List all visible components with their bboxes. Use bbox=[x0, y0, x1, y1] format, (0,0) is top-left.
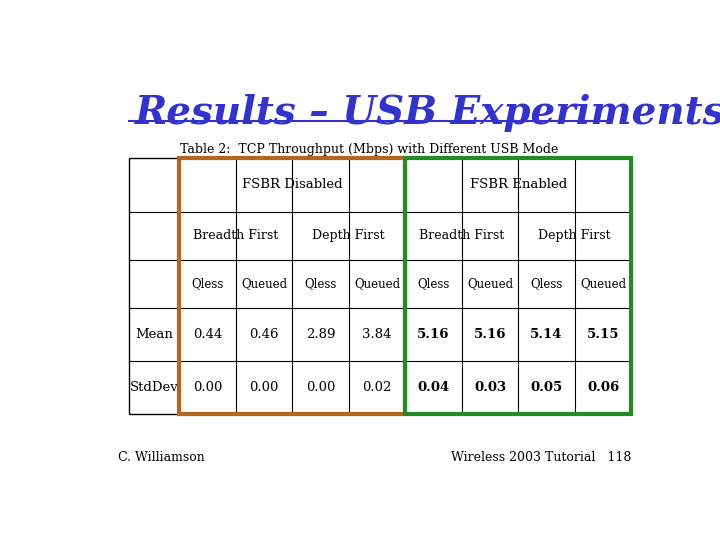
Text: 0.46: 0.46 bbox=[249, 328, 279, 341]
Text: 5.14: 5.14 bbox=[530, 328, 563, 341]
Bar bbox=[179, 158, 405, 414]
Text: 2.89: 2.89 bbox=[306, 328, 336, 341]
Text: Queued: Queued bbox=[580, 277, 626, 290]
Text: 0.00: 0.00 bbox=[249, 381, 279, 394]
Text: 0.44: 0.44 bbox=[193, 328, 222, 341]
Text: 0.00: 0.00 bbox=[193, 381, 222, 394]
Text: 0.03: 0.03 bbox=[474, 381, 506, 394]
Text: Results – USB Experiments: Results – USB Experiments bbox=[135, 94, 720, 132]
Text: Qless: Qless bbox=[418, 277, 450, 290]
Text: Breadth First: Breadth First bbox=[419, 229, 505, 242]
Text: 0.00: 0.00 bbox=[306, 381, 336, 394]
Text: C. Williamson: C. Williamson bbox=[118, 451, 204, 464]
Text: Queued: Queued bbox=[241, 277, 287, 290]
Text: 0.06: 0.06 bbox=[587, 381, 619, 394]
Text: 5.16: 5.16 bbox=[418, 328, 450, 341]
Text: Breadth First: Breadth First bbox=[193, 229, 279, 242]
Text: Qless: Qless bbox=[531, 277, 563, 290]
Text: Queued: Queued bbox=[354, 277, 400, 290]
Text: 0.05: 0.05 bbox=[531, 381, 562, 394]
Text: FSBR Enabled: FSBR Enabled bbox=[469, 179, 567, 192]
Bar bbox=[129, 158, 631, 414]
Text: Depth First: Depth First bbox=[539, 229, 611, 242]
Text: Wireless 2003 Tutorial   118: Wireless 2003 Tutorial 118 bbox=[451, 451, 631, 464]
Text: Table 2:  TCP Throughput (Mbps) with Different USB Mode: Table 2: TCP Throughput (Mbps) with Diff… bbox=[180, 143, 558, 156]
Text: 5.15: 5.15 bbox=[587, 328, 619, 341]
Text: 5.16: 5.16 bbox=[474, 328, 506, 341]
Text: Mean: Mean bbox=[135, 328, 173, 341]
Bar bbox=[405, 158, 631, 414]
Text: StdDev: StdDev bbox=[130, 381, 179, 394]
Text: 0.02: 0.02 bbox=[362, 381, 392, 394]
Text: 0.04: 0.04 bbox=[418, 381, 450, 394]
Text: Qless: Qless bbox=[305, 277, 337, 290]
Text: Depth First: Depth First bbox=[312, 229, 385, 242]
Text: Queued: Queued bbox=[467, 277, 513, 290]
Text: 3.84: 3.84 bbox=[362, 328, 392, 341]
Text: FSBR Disabled: FSBR Disabled bbox=[242, 179, 343, 192]
Text: Qless: Qless bbox=[192, 277, 224, 290]
